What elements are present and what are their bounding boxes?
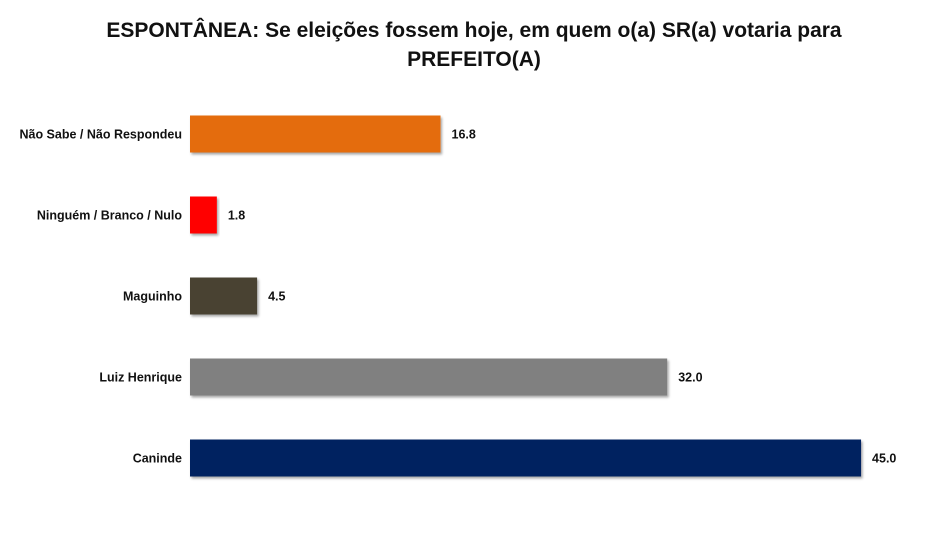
value-label-3: 32.0 bbox=[678, 371, 702, 385]
bar-2 bbox=[190, 277, 258, 315]
bar-0 bbox=[190, 115, 441, 153]
bar-1 bbox=[190, 196, 217, 234]
chart-title: ESPONTÂNEA: Se eleições fossem hoje, em … bbox=[0, 16, 948, 74]
category-label-1: Ninguém / Branco / Nulo bbox=[37, 209, 183, 223]
chart-title-line-1: ESPONTÂNEA: Se eleições fossem hoje, em … bbox=[106, 19, 842, 42]
bar-3 bbox=[190, 358, 668, 396]
category-label-3: Luiz Henrique bbox=[99, 371, 182, 385]
value-label-4: 45.0 bbox=[872, 452, 896, 466]
category-label-2: Maguinho bbox=[123, 290, 182, 304]
value-label-1: 1.8 bbox=[228, 209, 245, 223]
chart-title-line-2: PREFEITO(A) bbox=[407, 48, 541, 71]
category-label-4: Caninde bbox=[133, 452, 182, 466]
category-label-0: Não Sabe / Não Respondeu bbox=[19, 128, 182, 142]
value-label-0: 16.8 bbox=[452, 128, 476, 142]
value-label-2: 4.5 bbox=[268, 290, 285, 304]
bar-series: Não Sabe / Não Respondeu 16.8 Ninguém / Br… bbox=[19, 115, 896, 477]
bar-4 bbox=[190, 439, 862, 477]
